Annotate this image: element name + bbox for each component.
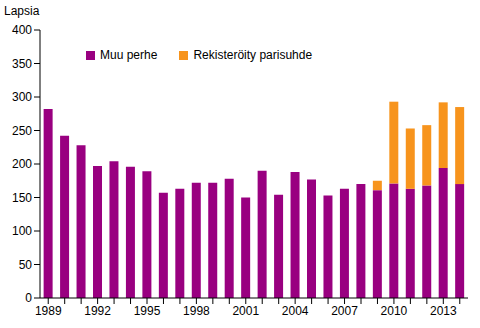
svg-text:2004: 2004 — [282, 304, 309, 318]
svg-text:250: 250 — [12, 124, 32, 138]
html-text:Lapsia: Lapsia — [4, 4, 40, 18]
svg-text:2010: 2010 — [381, 304, 408, 318]
svg-text:200: 200 — [12, 157, 32, 171]
svg-text:2001: 2001 — [232, 304, 259, 318]
svg-text:1995: 1995 — [134, 304, 161, 318]
svg-text:0: 0 — [25, 291, 32, 305]
svg-text:100: 100 — [12, 224, 32, 238]
svg-text:2013: 2013 — [430, 304, 457, 318]
html-text:Rekisteröity parisuhde: Rekisteröity parisuhde — [193, 48, 313, 62]
svg-text:400: 400 — [12, 23, 32, 37]
svg-text:1998: 1998 — [183, 304, 210, 318]
svg-text:50: 50 — [19, 258, 33, 272]
html-text:Muu perhe: Muu perhe — [100, 48, 158, 62]
svg-text:1989: 1989 — [35, 304, 62, 318]
svg-text:150: 150 — [12, 191, 32, 205]
svg-text:300: 300 — [12, 90, 32, 104]
svg-text:2007: 2007 — [331, 304, 358, 318]
svg-text:350: 350 — [12, 57, 32, 71]
svg-text:1992: 1992 — [84, 304, 111, 318]
